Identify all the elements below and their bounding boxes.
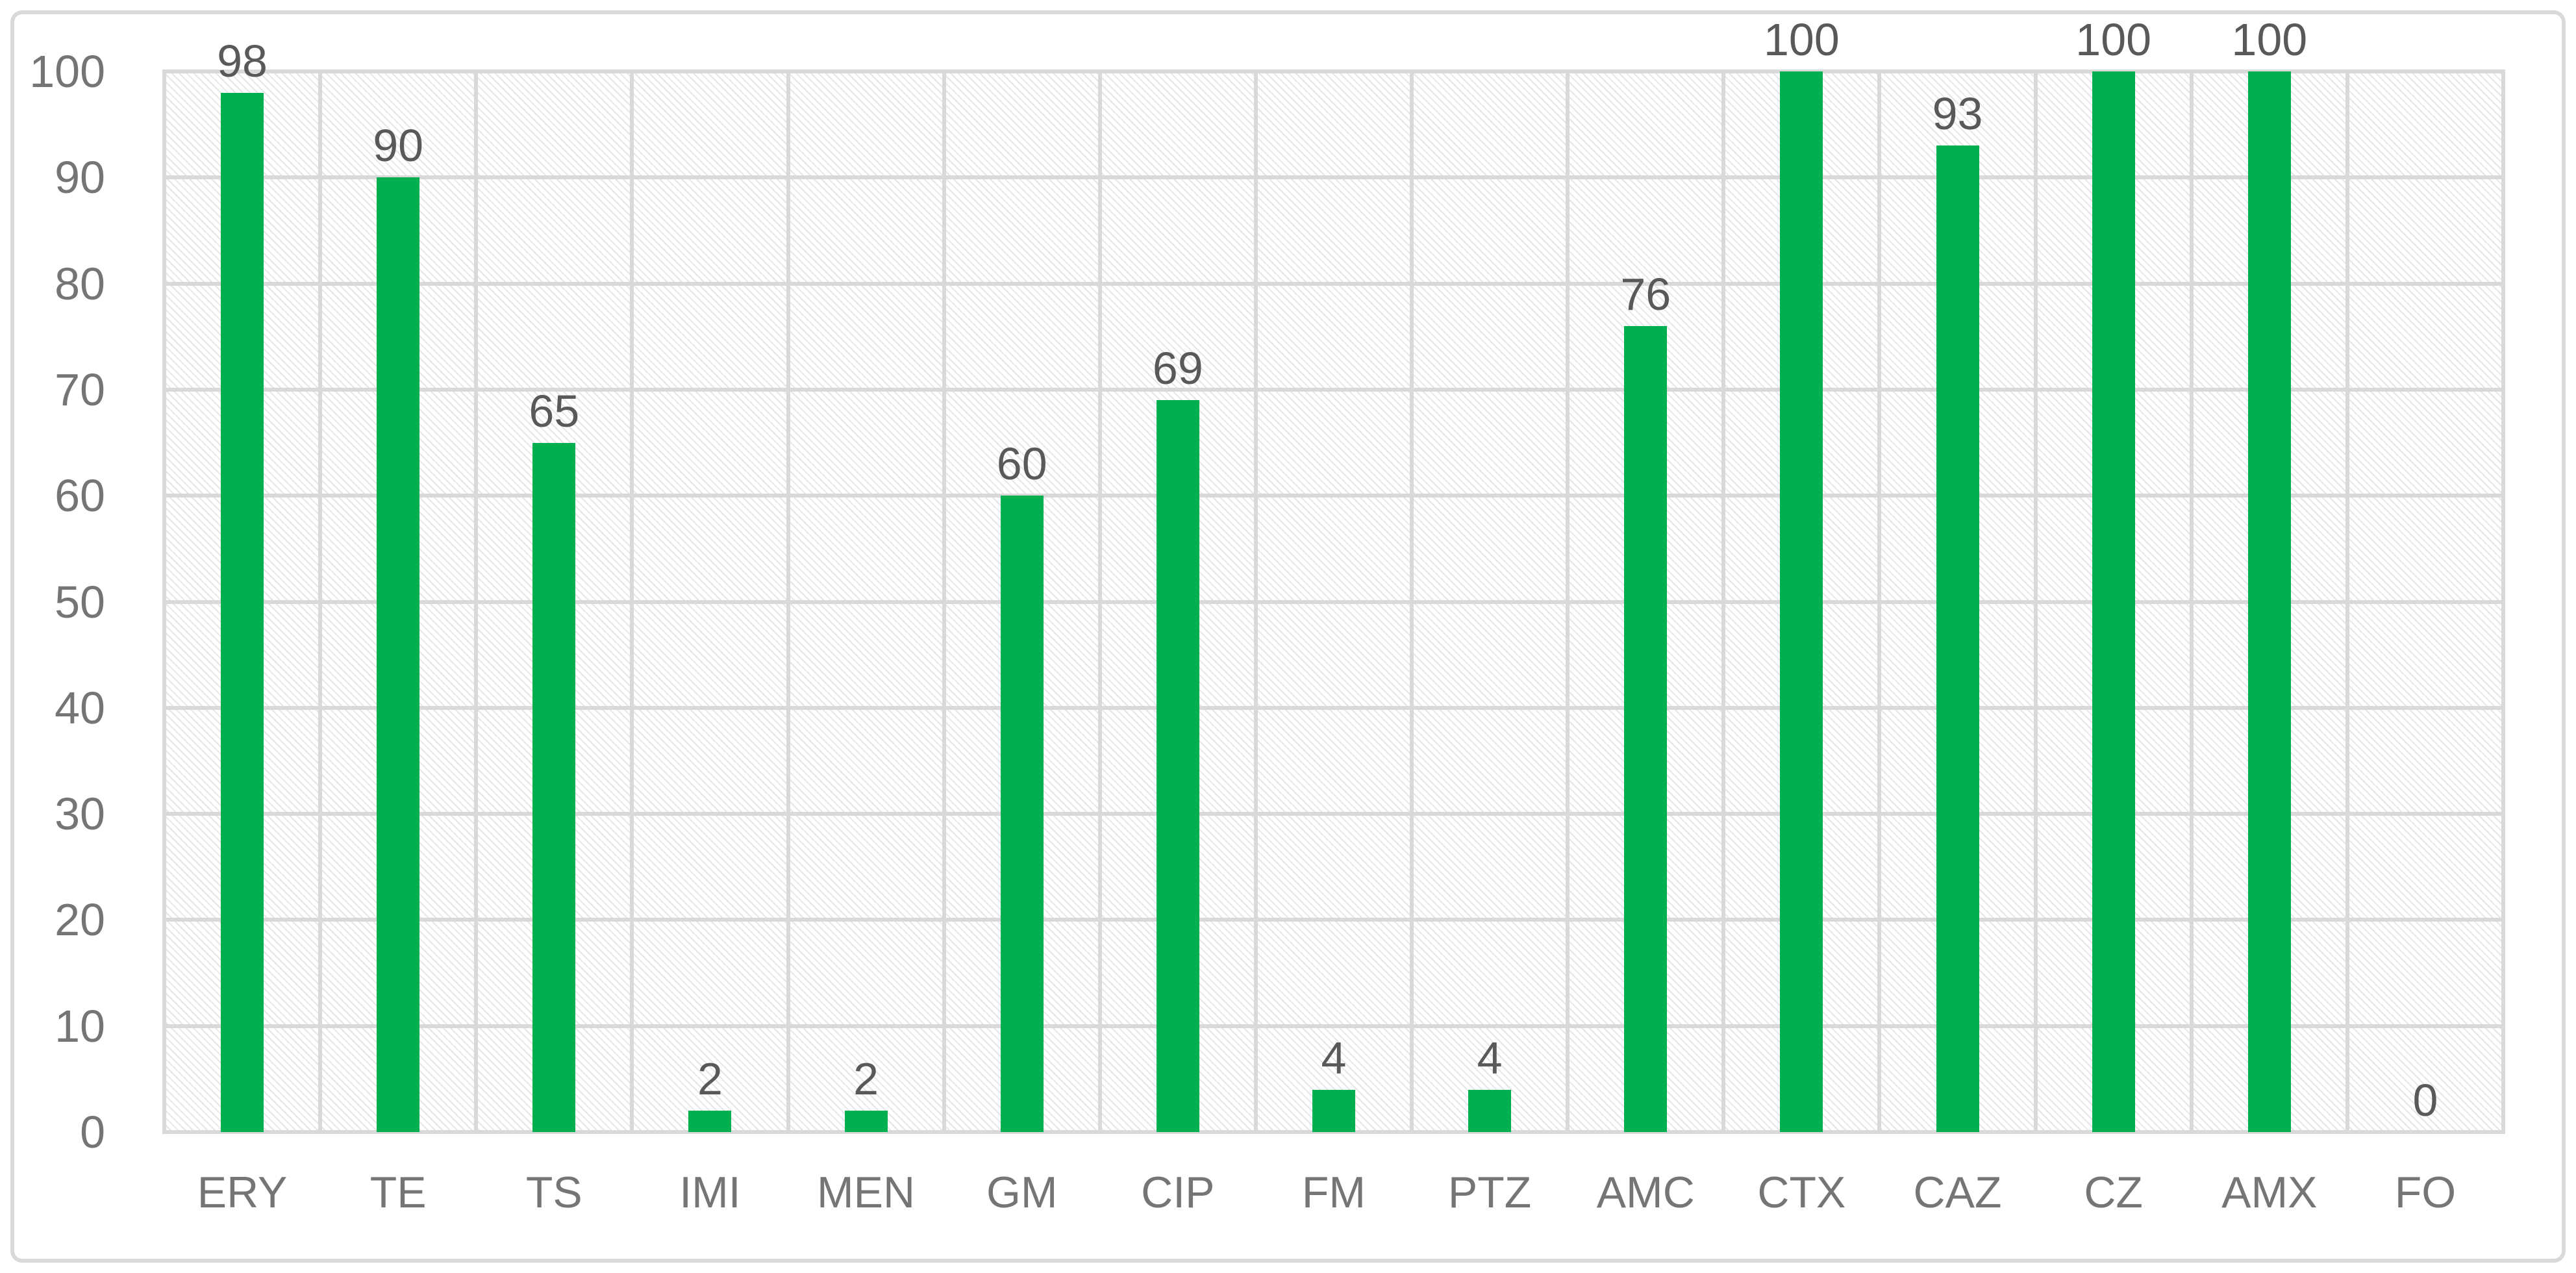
x-axis-tick-label: GM bbox=[986, 1168, 1058, 1217]
bar-value-label: 2 bbox=[853, 1053, 879, 1105]
x-axis-tick-label: CAZ bbox=[1913, 1168, 2002, 1217]
horizontal-gridline bbox=[162, 1130, 2505, 1134]
vertical-gridline bbox=[1721, 71, 1726, 1132]
bar-value-label: 2 bbox=[697, 1053, 723, 1105]
bar-value-label: 100 bbox=[2075, 14, 2152, 65]
x-axis-tick-label: ERY bbox=[197, 1168, 288, 1217]
bar-value-label: 100 bbox=[1763, 14, 1840, 65]
y-axis-tick-label: 30 bbox=[55, 788, 105, 840]
bar bbox=[688, 1111, 732, 1132]
x-axis-tick-label: FM bbox=[1301, 1168, 1366, 1217]
y-axis-tick-label: 80 bbox=[55, 258, 105, 309]
y-axis-tick-label: 10 bbox=[55, 1000, 105, 1052]
horizontal-gridline bbox=[162, 494, 2505, 498]
bar bbox=[844, 1111, 888, 1132]
y-axis-tick-label: 70 bbox=[55, 364, 105, 415]
horizontal-gridline bbox=[162, 69, 2505, 73]
y-axis-tick-label: 40 bbox=[55, 682, 105, 733]
bar bbox=[1624, 325, 1668, 1132]
horizontal-gridline bbox=[162, 281, 2505, 286]
y-axis-tick-label: 50 bbox=[55, 576, 105, 627]
horizontal-gridline bbox=[162, 812, 2505, 816]
bar bbox=[1468, 1089, 1512, 1132]
bar bbox=[1000, 496, 1044, 1132]
bar-value-label: 100 bbox=[2231, 14, 2308, 65]
vertical-gridline bbox=[942, 71, 946, 1132]
vertical-gridline bbox=[1253, 71, 1258, 1132]
x-axis-tick-label: CIP bbox=[1141, 1168, 1215, 1217]
vertical-gridline bbox=[1877, 71, 1882, 1132]
x-axis-tick-label: MEN bbox=[817, 1168, 916, 1217]
y-axis-tick-label: 0 bbox=[80, 1107, 105, 1157]
bar bbox=[377, 177, 420, 1132]
bar-value-label: 4 bbox=[1477, 1032, 1503, 1083]
bar bbox=[1312, 1089, 1355, 1132]
bar-value-label: 76 bbox=[1620, 268, 1671, 320]
x-axis-tick-label: CTX bbox=[1757, 1168, 1846, 1217]
bar-value-label: 90 bbox=[373, 120, 424, 171]
bar bbox=[2247, 71, 2291, 1132]
vertical-gridline bbox=[786, 71, 790, 1132]
bar-value-label: 98 bbox=[217, 35, 268, 86]
vertical-gridline bbox=[1410, 71, 1414, 1132]
vertical-gridline bbox=[474, 71, 479, 1132]
x-axis-tick-label: CZ bbox=[2084, 1168, 2143, 1217]
vertical-gridline bbox=[318, 71, 323, 1132]
bar bbox=[1780, 71, 1823, 1132]
plot-area: 98 90 65 2 2 60 69 4 4 76 100 93 100 100 0 bbox=[162, 17, 2505, 1134]
y-axis-tick-label: 90 bbox=[55, 152, 105, 203]
x-axis-tick-label: PTZ bbox=[1447, 1168, 1532, 1217]
bar bbox=[1156, 400, 1199, 1132]
x-axis-tick-label: FO bbox=[2394, 1168, 2457, 1217]
x-axis-tick-label: AMX bbox=[2221, 1168, 2318, 1217]
horizontal-gridline bbox=[162, 1024, 2505, 1028]
horizontal-gridline bbox=[162, 387, 2505, 392]
vertical-gridline bbox=[1566, 71, 1570, 1132]
bar-value-label: 65 bbox=[529, 385, 580, 436]
bar bbox=[1936, 145, 1979, 1132]
x-axis-tick-label: TS bbox=[525, 1168, 582, 1217]
y-axis-tick-label: 20 bbox=[55, 894, 105, 946]
bar-value-label: 93 bbox=[1932, 88, 1983, 140]
horizontal-gridline bbox=[162, 918, 2505, 922]
horizontal-gridline bbox=[162, 175, 2505, 180]
vertical-gridline bbox=[2189, 71, 2194, 1132]
horizontal-gridline bbox=[162, 705, 2505, 710]
x-axis-tick-label: TE bbox=[369, 1168, 427, 1217]
y-axis-tick-label: 100 bbox=[29, 46, 105, 97]
x-axis-tick-label: AMC bbox=[1596, 1168, 1695, 1217]
bar bbox=[221, 92, 264, 1132]
bar bbox=[532, 442, 576, 1132]
bar bbox=[2092, 71, 2135, 1132]
x-axis-tick-label: IMI bbox=[679, 1168, 741, 1217]
vertical-gridline bbox=[162, 71, 166, 1132]
bar-value-label: 69 bbox=[1152, 343, 1203, 394]
bar-value-label: 0 bbox=[2412, 1075, 2438, 1126]
bar-value-label: 60 bbox=[996, 438, 1047, 490]
vertical-gridline bbox=[2501, 71, 2505, 1132]
chart-border-frame bbox=[10, 10, 2566, 1263]
bar-value-label: 4 bbox=[1321, 1032, 1347, 1083]
vertical-gridline bbox=[2033, 71, 2038, 1132]
vertical-gridline bbox=[1097, 71, 1102, 1132]
y-axis-tick-label: 60 bbox=[55, 470, 105, 522]
vertical-gridline bbox=[630, 71, 634, 1132]
horizontal-gridline bbox=[162, 599, 2505, 604]
vertical-gridline bbox=[2345, 71, 2349, 1132]
